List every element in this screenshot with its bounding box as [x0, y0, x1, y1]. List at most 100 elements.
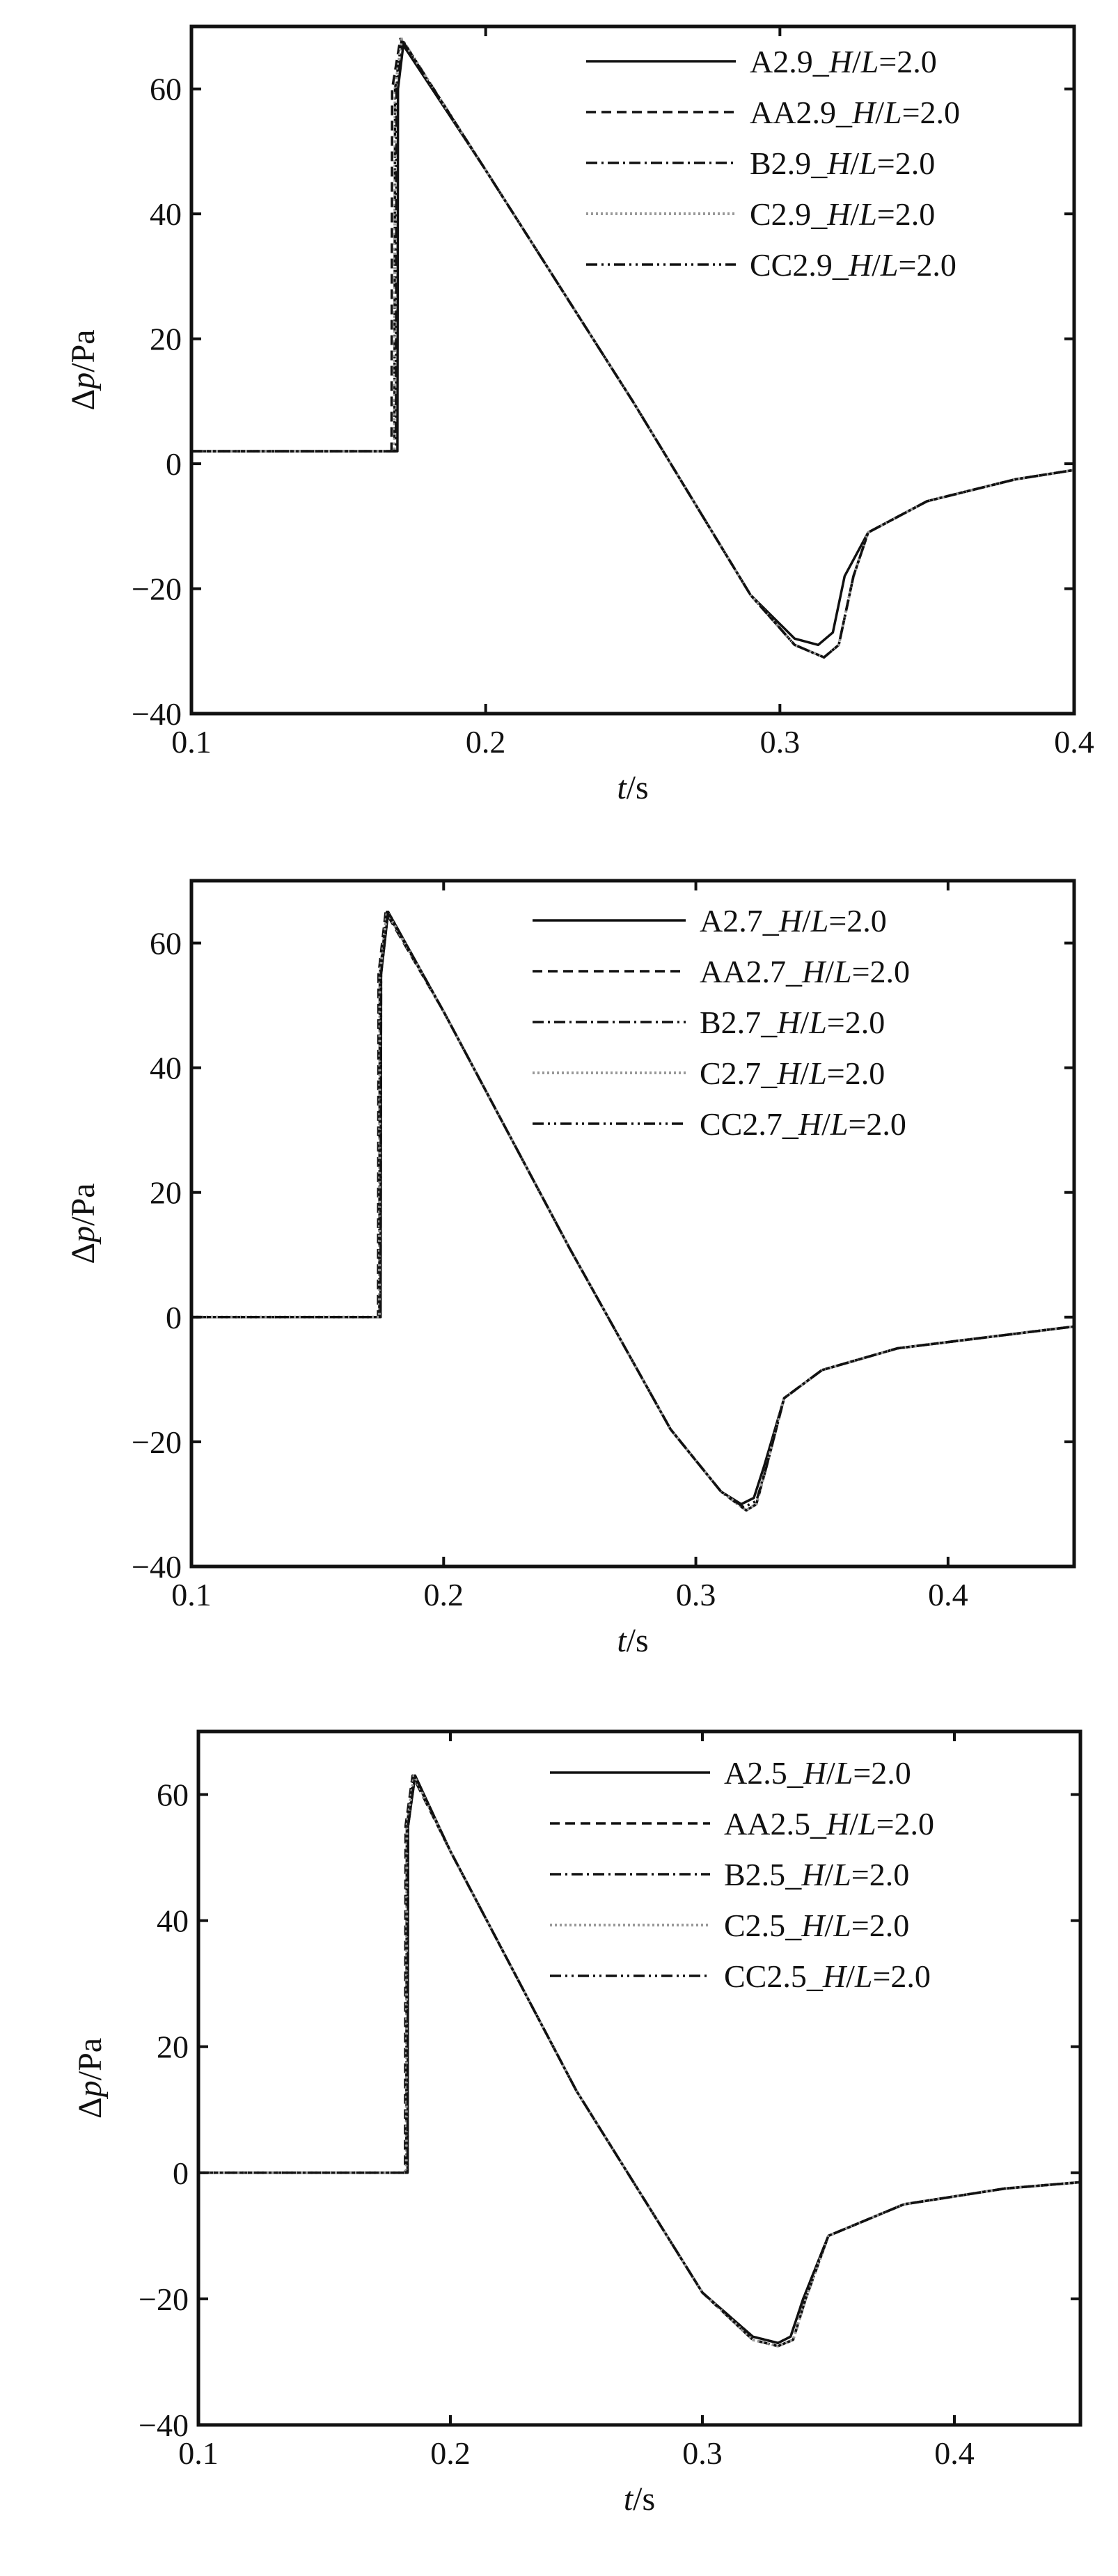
legend-suffix-part: =2.0	[852, 954, 910, 989]
y-axis-label: Δp/Pa	[72, 2038, 109, 2119]
y-axis-prefix: Δ	[65, 1243, 102, 1264]
legend-suffix-part: =2.0	[902, 95, 960, 130]
legend-suffix-part: =2.0	[898, 247, 956, 283]
legend-suffix-part: _	[812, 44, 830, 79]
legend-suffix-part: _	[760, 1005, 778, 1040]
legend-series-name: B2.9	[750, 146, 811, 181]
legend-label-c2-9: C2.9_H/L=2.0	[750, 196, 935, 232]
y-tick-label: 20	[150, 322, 182, 357]
x-tick-label: 0.4	[934, 2435, 975, 2471]
y-axis-prefix: Δ	[65, 389, 102, 411]
x-axis-unit: /s	[633, 2481, 655, 2518]
legend-series-name: C2.5	[724, 1908, 785, 1943]
legend-suffix-part: =2.0	[877, 146, 935, 181]
legend-series-name: CC2.5	[724, 1958, 807, 1994]
legend-suffix-part: H	[826, 196, 852, 232]
legend-suffix-part: /	[800, 1005, 809, 1040]
x-axis-variable: t	[624, 2481, 634, 2518]
x-tick-label: 0.2	[430, 2435, 471, 2471]
y-axis-unit: /Pa	[72, 2038, 109, 2080]
legend-suffix-part: /	[875, 95, 884, 130]
y-tick-label: 60	[157, 1777, 189, 1813]
x-axis-unit: /s	[627, 1622, 649, 1659]
x-tick-label: 0.3	[760, 724, 801, 760]
y-tick-label: 0	[173, 2155, 189, 2191]
legend-suffix-part: _	[806, 1958, 824, 1994]
y-axis-unit: /Pa	[65, 1183, 102, 1225]
legend-suffix-part: /	[824, 1908, 833, 1943]
x-tick-label: 0.2	[424, 1577, 464, 1612]
x-tick-label: 0.1	[171, 724, 212, 760]
legend-suffix-part: /	[850, 146, 859, 181]
legend-suffix-part: H	[776, 1055, 802, 1091]
legend-suffix-part: /	[824, 1857, 833, 1892]
series-line-b2-5	[198, 1774, 1080, 2348]
legend-suffix-part: _	[782, 1106, 799, 1142]
legend-suffix-part: _	[835, 95, 853, 130]
legend-suffix-part: L	[854, 1958, 873, 1994]
legend-suffix-part: /	[852, 44, 861, 79]
legend-suffix-part: L	[835, 1755, 853, 1791]
legend-suffix-part: _	[810, 196, 828, 232]
y-tick-label: −40	[132, 696, 182, 732]
series-line-aa2-5	[198, 1774, 1080, 2348]
legend-suffix-part: L	[858, 146, 877, 181]
legend-suffix-part: L	[830, 1106, 849, 1142]
legend: A2.7_H/L=2.0AA2.7_H/L=2.0B2.7_H/L=2.0C2.…	[533, 903, 910, 1142]
series-line-aa2-7	[191, 911, 1074, 1512]
series-line-cc2-7	[191, 911, 1074, 1509]
series-line-c2-9	[191, 37, 1074, 659]
legend-series-name: AA2.7	[700, 954, 786, 989]
legend-series-name: CC2.7	[700, 1106, 782, 1142]
legend-suffix-part: /	[826, 1755, 835, 1791]
chart-panel-bottom: 0.1 0.2 0.3 0.4−40−200204060t/sΔp/PaA2.5_H/…	[72, 1729, 1082, 2518]
legend-suffix-part: _	[760, 1055, 778, 1091]
y-axis-label: Δp/Pa	[65, 1183, 102, 1264]
legend-suffix-part: _	[785, 954, 803, 989]
legend: A2.5_H/L=2.0AA2.5_H/L=2.0B2.5_H/L=2.0C2.…	[550, 1755, 934, 1994]
legend-suffix-part: _	[810, 1806, 827, 1841]
legend-suffix-part: H	[776, 1005, 802, 1040]
series-group	[191, 910, 1074, 1512]
legend-suffix-part: L	[833, 1908, 851, 1943]
y-axis-variable: p	[65, 372, 102, 391]
legend-suffix-part: /	[846, 1958, 855, 1994]
x-tick-label: 0.1	[171, 1577, 212, 1612]
y-tick-label: 20	[157, 2029, 189, 2065]
legend-suffix-part: L	[833, 954, 852, 989]
legend-suffix-part: L	[808, 1005, 827, 1040]
legend-suffix-part: =2.0	[848, 1106, 906, 1142]
legend-suffix-part: =2.0	[827, 1055, 885, 1091]
y-tick-label: 40	[150, 196, 182, 232]
legend-suffix-part: =2.0	[827, 1005, 885, 1040]
legend-suffix-part: L	[883, 95, 902, 130]
y-axis-label: Δp/Pa	[65, 329, 102, 410]
legend-suffix-part: _	[785, 1908, 802, 1943]
legend-suffix-part: H	[826, 146, 852, 181]
y-axis-variable: p	[65, 1226, 102, 1245]
y-tick-label: −20	[132, 1424, 182, 1460]
legend-suffix-part: _	[810, 146, 828, 181]
legend-suffix-part: _	[787, 1755, 804, 1791]
series-line-a2-7	[191, 911, 1074, 1506]
legend-suffix-part: /	[825, 954, 834, 989]
legend-suffix-part: /	[872, 247, 881, 283]
series-line-c2-7	[191, 910, 1074, 1512]
y-tick-label: −20	[132, 572, 182, 607]
series-line-b2-7	[191, 911, 1074, 1512]
legend-label-cc2-5: CC2.5_H/L=2.0	[724, 1958, 931, 1994]
legend-suffix-part: /	[802, 903, 811, 938]
series-line-cc2-9	[191, 40, 1074, 659]
legend: A2.9_H/L=2.0AA2.9_H/L=2.0B2.9_H/L=2.0C2.…	[586, 44, 960, 283]
legend-label-a2-9: A2.9_H/L=2.0	[750, 44, 937, 79]
y-tick-label: 0	[166, 1300, 182, 1335]
x-axis-variable: t	[617, 1622, 627, 1659]
legend-label-cc2-7: CC2.7_H/L=2.0	[700, 1106, 906, 1142]
y-axis-variable: p	[72, 2080, 109, 2099]
series-group	[191, 37, 1074, 659]
legend-suffix-part: H	[801, 1908, 826, 1943]
chart-panel-middle: 0.1 0.2 0.3 0.4−40−200204060t/sΔp/PaA2.7_H/…	[65, 879, 1076, 1659]
y-tick-label: 60	[150, 926, 182, 961]
series-line-c2-5	[198, 1774, 1080, 2348]
